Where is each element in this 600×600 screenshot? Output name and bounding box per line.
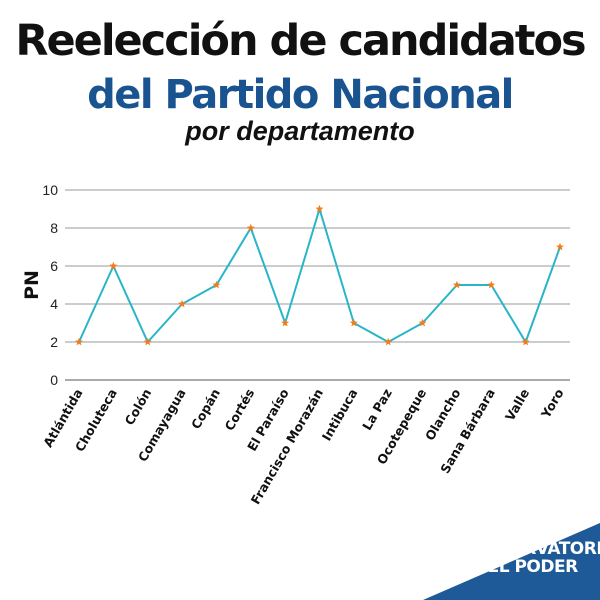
y-tick-label: 0 [50, 372, 58, 388]
x-tick-label: Valle [502, 386, 532, 423]
data-point-star-icon [315, 204, 324, 213]
data-point-star-icon [75, 337, 83, 346]
series-line [78, 205, 561, 345]
data-point-star-icon [281, 318, 290, 327]
brand-line-2: DEL PODER [474, 557, 578, 577]
y-tick-label: 10 [42, 182, 58, 198]
title-line-2: del Partido Nacional [87, 72, 514, 118]
data-point-star-icon [212, 280, 221, 289]
data-point-star-icon [143, 337, 152, 346]
y-tick-label: 8 [50, 220, 58, 236]
y-axis-label: PN [21, 270, 43, 300]
y-tick-label: 2 [50, 334, 58, 350]
y-tick-label: 4 [50, 296, 58, 312]
data-point-star-icon [109, 261, 118, 270]
hexagon-shield-icon [424, 536, 466, 582]
data-point-star-icon [418, 318, 427, 327]
title-line-3: por departamento [185, 116, 415, 146]
data-point-star-icon [384, 337, 393, 346]
data-point-star-icon [521, 337, 530, 346]
brand-logo: OBSERVATORIO DEL PODER [422, 530, 600, 588]
data-point-star-icon [452, 280, 461, 289]
x-tick-label: Colón [122, 386, 155, 428]
data-point-star-icon [349, 318, 358, 327]
x-tick-label: Cortés [221, 386, 257, 433]
x-tick-label: Copán [188, 386, 223, 432]
y-tick-label: 6 [50, 258, 58, 274]
data-point-star-icon [178, 299, 187, 308]
brand-corner-shape [423, 523, 600, 600]
data-point-star-icon [246, 223, 255, 232]
data-point-star-icon [556, 242, 564, 251]
x-tick-label: La Paz [359, 386, 395, 433]
data-point-star-icon [487, 280, 496, 289]
title-line-1: Reelección de candidatos [15, 16, 586, 66]
x-tick-label: Yoro [537, 386, 566, 422]
brand-line-1: OBSERVATORIO [474, 539, 600, 560]
